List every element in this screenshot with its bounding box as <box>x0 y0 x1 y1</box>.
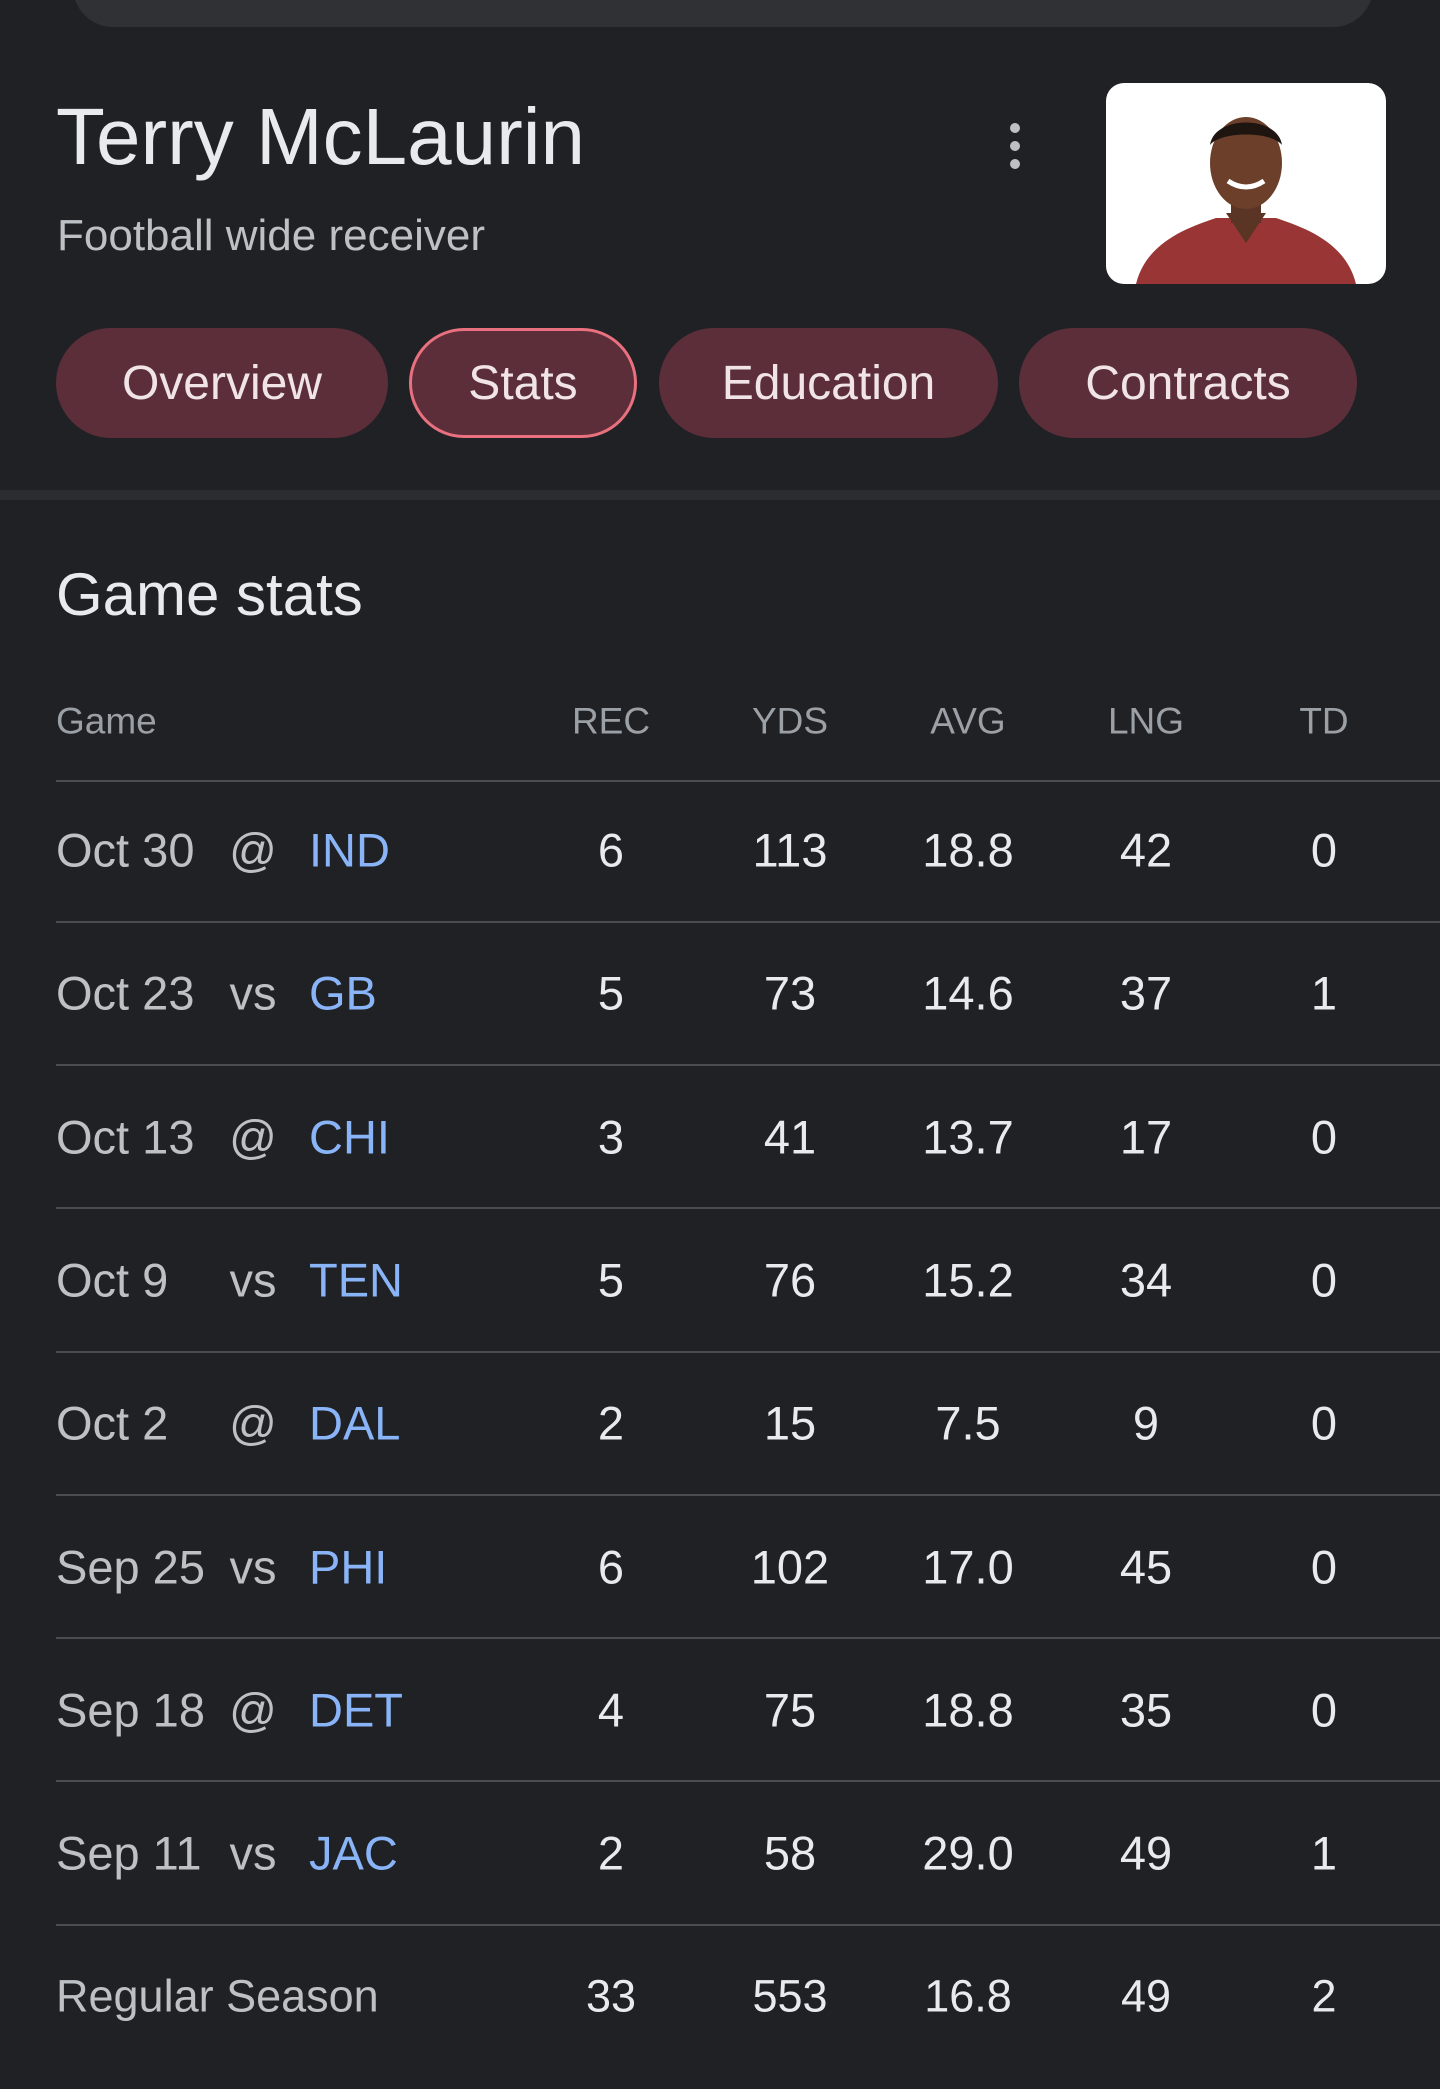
opponent-link[interactable]: GB <box>309 966 377 1020</box>
column-header: YDS <box>751 700 829 742</box>
tab[interactable]: Stats <box>409 328 637 438</box>
row-divider <box>56 1207 1440 1210</box>
stat-cell: 2 <box>597 1826 625 1880</box>
stat-cell: 6 <box>597 823 625 877</box>
column-header: AVG <box>930 700 1006 742</box>
opponent-link[interactable]: DET <box>309 1683 403 1737</box>
game-date: Sep 25 <box>56 1540 205 1593</box>
stat-cell: 6 <box>597 1540 625 1593</box>
stat-cell: 0 <box>1310 1253 1338 1307</box>
stat-cell: 35 <box>1119 1683 1173 1737</box>
home-away: vs <box>229 1253 277 1307</box>
stat-cell: 0 <box>1310 1110 1338 1164</box>
home-away: vs <box>229 1540 277 1593</box>
home-away: @ <box>229 1110 277 1164</box>
stat-cell: 45 <box>1119 1540 1173 1593</box>
stat-cell: 75 <box>763 1683 817 1737</box>
game-date: Oct 13 <box>56 1110 195 1164</box>
stat-cell: 41 <box>763 1110 817 1164</box>
opponent-link[interactable]: DAL <box>309 1396 401 1450</box>
stat-cell: 5 <box>597 1253 625 1307</box>
game-date: Oct 23 <box>56 966 195 1020</box>
stat-cell: 0 <box>1310 1396 1338 1450</box>
stat-cell: 17 <box>1119 1110 1173 1164</box>
opponent-link[interactable]: CHI <box>309 1110 390 1164</box>
stat-cell: 7.5 <box>935 1396 1001 1450</box>
stat-cell: 42 <box>1119 823 1173 877</box>
row-divider <box>56 1350 1440 1353</box>
column-header: Game <box>56 700 157 742</box>
stat-cell: 76 <box>763 1253 817 1307</box>
stat-cell: 34 <box>1119 1253 1173 1307</box>
entity-photo[interactable] <box>1106 83 1386 284</box>
total-label: Regular Season <box>56 1970 379 2022</box>
stat-cell: 0 <box>1310 1683 1338 1737</box>
home-away: @ <box>229 1683 277 1737</box>
game-date: Oct 2 <box>56 1396 169 1450</box>
column-header: REC <box>571 700 651 742</box>
row-divider <box>56 1923 1440 1926</box>
search-bar[interactable] <box>73 0 1373 27</box>
stat-cell: 73 <box>763 966 817 1020</box>
stat-cell: 13.7 <box>922 1110 1014 1164</box>
stat-cell: 58 <box>763 1826 817 1880</box>
home-away: vs <box>229 1826 277 1880</box>
stat-cell: 14.6 <box>922 966 1014 1020</box>
stat-cell: 2 <box>597 1396 625 1450</box>
game-date: Sep 18 <box>56 1683 205 1737</box>
section-divider <box>0 490 1440 500</box>
stat-cell: 113 <box>752 823 828 877</box>
opponent-link[interactable]: JAC <box>309 1826 398 1880</box>
entity-subtitle: Football wide receiver <box>57 211 485 260</box>
stat-cell: 0 <box>1310 1540 1338 1593</box>
section-title: Game stats <box>56 561 363 628</box>
total-cell: 16.8 <box>924 1970 1012 2022</box>
home-away: @ <box>229 823 277 877</box>
stat-cell: 49 <box>1119 1826 1173 1880</box>
stat-cell: 1 <box>1310 966 1338 1020</box>
row-divider <box>56 780 1440 782</box>
stat-cell: 18.8 <box>922 1683 1014 1737</box>
row-divider <box>56 920 1440 923</box>
stat-cell: 4 <box>597 1683 625 1737</box>
total-cell: 49 <box>1120 1970 1172 2022</box>
opponent-link[interactable]: TEN <box>309 1253 403 1307</box>
opponent-link[interactable]: PHI <box>309 1540 388 1593</box>
total-cell: 2 <box>1311 1970 1337 2022</box>
home-away: @ <box>229 1396 277 1450</box>
column-header: LNG <box>1107 700 1185 742</box>
row-divider <box>56 1063 1440 1066</box>
game-date: Oct 30 <box>56 823 195 877</box>
more-menu[interactable] <box>1000 118 1030 174</box>
game-date: Sep 11 <box>56 1826 202 1880</box>
stat-cell: 37 <box>1119 966 1173 1020</box>
home-away: vs <box>229 966 277 1020</box>
stat-cell: 3 <box>597 1110 625 1164</box>
total-cell: 33 <box>585 1970 637 2022</box>
total-cell: 553 <box>752 1970 828 2022</box>
stat-cell: 1 <box>1310 1826 1338 1880</box>
game-date: Oct 9 <box>56 1253 169 1307</box>
stat-cell: 15 <box>763 1396 817 1450</box>
stat-cell: 18.8 <box>922 823 1014 877</box>
stat-cell: 9 <box>1132 1396 1160 1450</box>
entity-name: Terry McLaurin <box>56 92 586 181</box>
stat-cell: 5 <box>597 966 625 1020</box>
stat-cell: 29.0 <box>922 1826 1014 1880</box>
tab[interactable]: Overview <box>56 328 388 438</box>
stat-cell: 17.0 <box>922 1540 1014 1593</box>
tab[interactable]: Education <box>659 328 998 438</box>
stat-cell: 15.2 <box>922 1253 1014 1307</box>
tab[interactable]: Contracts <box>1019 328 1357 438</box>
stat-cell: 0 <box>1310 823 1338 877</box>
row-divider <box>56 1780 1440 1783</box>
stat-cell: 102 <box>750 1540 830 1593</box>
row-divider <box>56 1493 1440 1496</box>
column-header: TD <box>1299 700 1349 742</box>
row-divider <box>56 1637 1440 1640</box>
opponent-link[interactable]: IND <box>309 823 390 877</box>
